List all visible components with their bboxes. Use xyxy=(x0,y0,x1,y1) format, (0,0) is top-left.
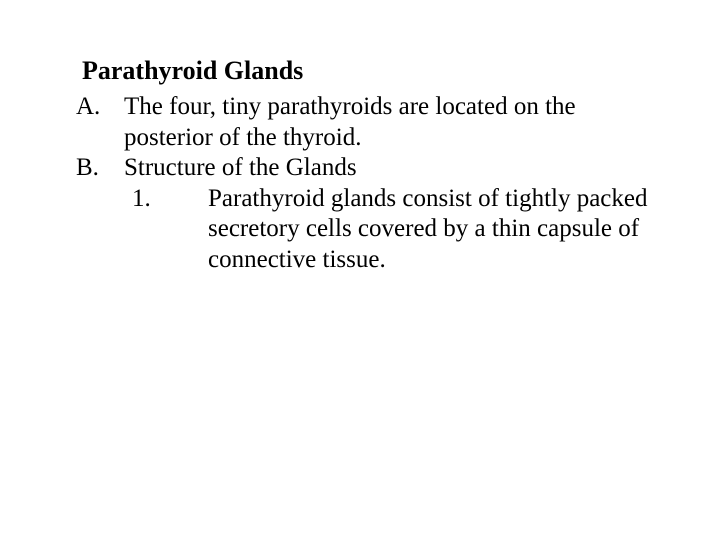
outline-subtext-b1: Parathyroid glands consist of tightly pa… xyxy=(208,184,660,276)
slide-content: Parathyroid Glands A. The four, tiny par… xyxy=(0,0,720,275)
outline-text-b: Structure of the Glands xyxy=(124,153,660,184)
outline-submarker-b1: 1. xyxy=(124,184,208,276)
outline-item-b: B. Structure of the Glands 1. Parathyroi… xyxy=(74,153,660,275)
outline-marker-b: B. xyxy=(74,153,124,275)
outline-subitem-b1: 1. Parathyroid glands consist of tightly… xyxy=(124,184,660,276)
outline-item-a: A. The four, tiny parathyroids are locat… xyxy=(74,92,660,153)
outline-body-b: Structure of the Glands 1. Parathyroid g… xyxy=(124,153,660,275)
slide-title: Parathyroid Glands xyxy=(74,56,660,86)
outline-text-a: The four, tiny parathyroids are located … xyxy=(124,92,660,153)
outline-marker-a: A. xyxy=(74,92,124,153)
